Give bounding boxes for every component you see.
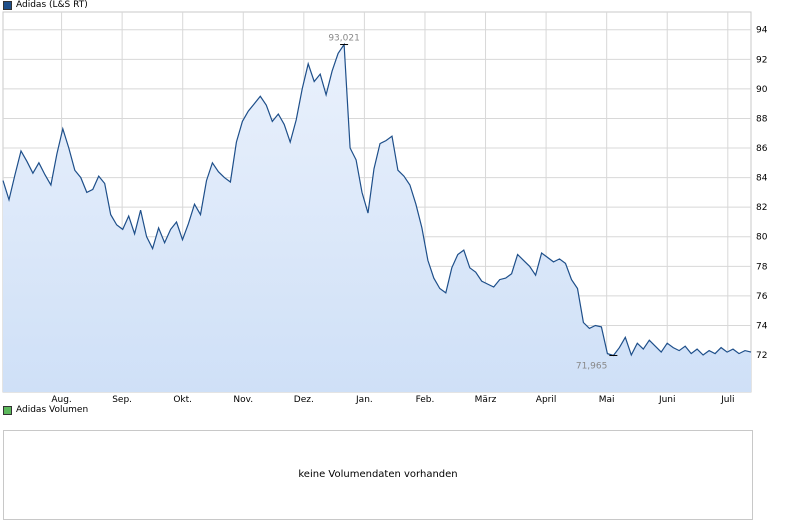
y-tick-label: 86 (756, 144, 768, 154)
volume-message: keine Volumendaten vorhanden (298, 469, 458, 480)
y-tick-label: 74 (756, 321, 768, 331)
y-tick-label: 80 (756, 233, 768, 243)
x-tick-label: Feb. (416, 395, 435, 405)
x-tick-label: Sep. (112, 395, 132, 405)
x-tick-label: März (475, 395, 497, 405)
y-tick-label: 94 (756, 26, 768, 36)
y-tick-label: 82 (756, 203, 767, 213)
x-axis: Aug. Sep. Okt. Nov. Dez. Jan. Feb. März April Mai… (51, 395, 734, 405)
price-line (2, 42, 752, 357)
y-tick-label: 88 (756, 114, 768, 124)
x-tick-label: Okt. (173, 395, 192, 405)
annotations: 93,021 71,965 (328, 34, 618, 371)
legend-price-label: Adidas (L&S RT) (16, 0, 88, 10)
y-axis: 72 74 76 78 80 82 84 86 88 90 92 94 (756, 26, 768, 361)
x-tick-label: Nov. (233, 395, 253, 405)
annotation-min-label: 71,965 (576, 361, 608, 371)
x-tick-label: Mai (599, 395, 615, 405)
volume-panel: keine Volumendaten vorhanden (3, 430, 753, 520)
legend-volume-swatch (3, 405, 12, 415)
x-tick-label: Aug. (51, 395, 71, 405)
legend-price-swatch (3, 0, 12, 10)
x-tick-label: Juni (658, 395, 676, 405)
price-area (3, 44, 751, 392)
y-tick-label: 78 (756, 262, 768, 272)
y-tick-label: 72 (756, 351, 767, 361)
x-tick-label: Dez. (294, 395, 314, 405)
x-tick-label: Juli (720, 395, 734, 405)
price-chart: 72 74 76 78 80 82 84 86 88 90 92 94 Aug. Sep. Okt. Nov… (2, 11, 768, 405)
y-tick-label: 84 (756, 174, 768, 184)
x-tick-label: April (536, 395, 557, 405)
y-tick-label: 92 (756, 55, 767, 65)
legend-volume: Adidas Volumen (3, 405, 88, 415)
legend-volume-label: Adidas Volumen (16, 405, 89, 415)
y-tick-label: 76 (756, 292, 768, 302)
x-tick-label: Jan. (355, 395, 373, 405)
legend-price: Adidas (L&S RT) (3, 0, 88, 10)
y-tick-label: 90 (756, 85, 768, 95)
annotation-max-label: 93,021 (328, 34, 360, 44)
